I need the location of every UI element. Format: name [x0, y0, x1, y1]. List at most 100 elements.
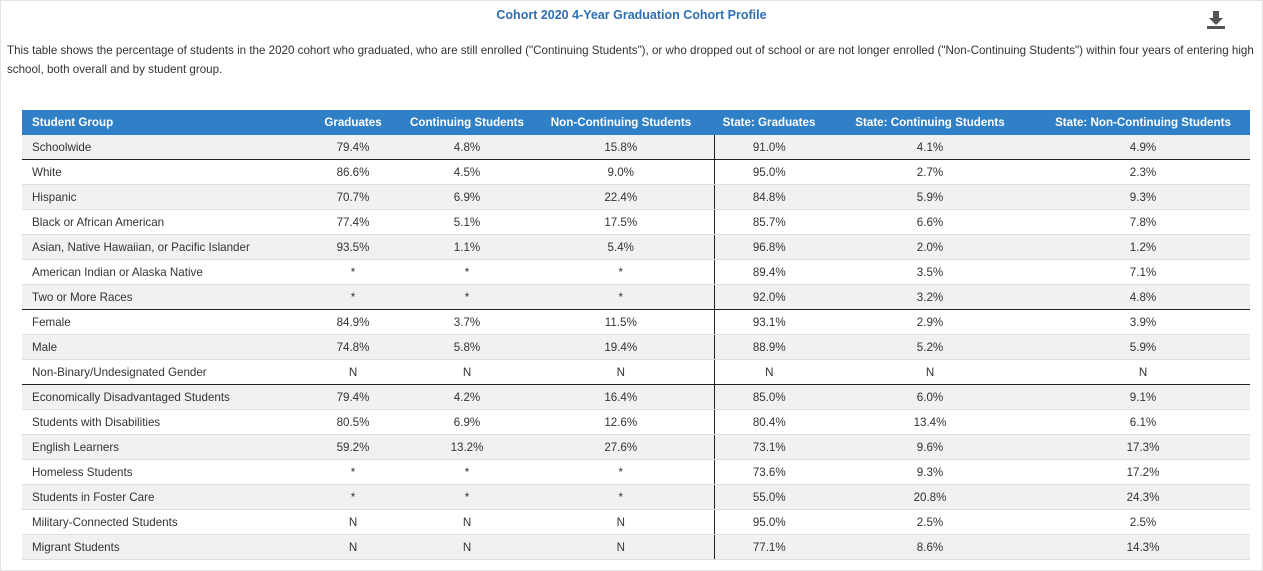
column-header: Student Group — [22, 110, 300, 135]
value-cell: 1.1% — [406, 234, 528, 260]
value-cell: 92.0% — [713, 284, 824, 310]
group-cell: Black or African American — [22, 209, 300, 235]
table-row: Male 74.8% 5.8% 19.4% 88.9% 5.2% 5.9% — [22, 334, 1250, 360]
value-cell: N — [713, 359, 824, 385]
value-cell: 3.5% — [824, 259, 1036, 285]
value-cell: 2.9% — [824, 309, 1036, 335]
value-cell: 4.8% — [1036, 284, 1250, 310]
value-cell: N — [824, 359, 1036, 385]
group-cell: Military-Connected Students — [22, 509, 300, 535]
value-cell: 4.9% — [1036, 135, 1250, 160]
value-cell: 4.5% — [406, 159, 528, 185]
value-cell: 24.3% — [1036, 484, 1250, 510]
table-row: Non-Binary/Undesignated Gender N N N N N N — [22, 359, 1250, 385]
download-icon[interactable] — [1206, 10, 1226, 30]
table-row: Military-Connected Students N N N 95.0% 2.5% 2… — [22, 509, 1250, 535]
value-cell: 19.4% — [528, 334, 714, 360]
value-cell: 2.0% — [824, 234, 1036, 260]
value-cell: 80.5% — [300, 409, 406, 435]
value-cell: 5.9% — [824, 184, 1036, 210]
value-cell: 4.8% — [406, 135, 528, 160]
table-body: Schoolwide 79.4% 4.8% 15.8% 91.0% 4.1% 4.9% Whi… — [22, 135, 1250, 560]
table-row: Homeless Students * * * 73.6% 9.3% 17.2% — [22, 459, 1250, 485]
value-cell: 5.2% — [824, 334, 1036, 360]
value-cell: * — [406, 259, 528, 285]
value-cell: 3.2% — [824, 284, 1036, 310]
value-cell: 6.9% — [406, 409, 528, 435]
value-cell: 12.6% — [528, 409, 714, 435]
value-cell: 55.0% — [713, 484, 824, 510]
group-cell: Male — [22, 334, 300, 360]
value-cell: 9.3% — [824, 459, 1036, 485]
value-cell: N — [528, 359, 714, 385]
value-cell: * — [300, 459, 406, 485]
value-cell: 5.8% — [406, 334, 528, 360]
group-cell: Non-Binary/Undesignated Gender — [22, 359, 300, 385]
value-cell: 13.4% — [824, 409, 1036, 435]
value-cell: 95.0% — [713, 509, 824, 535]
value-cell: N — [528, 509, 714, 535]
value-cell: N — [300, 509, 406, 535]
value-cell: 2.7% — [824, 159, 1036, 185]
value-cell: * — [300, 259, 406, 285]
value-cell: 84.9% — [300, 309, 406, 335]
group-cell: Asian, Native Hawaiian, or Pacific Islan… — [22, 234, 300, 260]
value-cell: 9.1% — [1036, 384, 1250, 410]
value-cell: 91.0% — [713, 135, 824, 160]
value-cell: 17.3% — [1036, 434, 1250, 460]
value-cell: 84.8% — [713, 184, 824, 210]
table-row: Migrant Students N N N 77.1% 8.6% 14.3% — [22, 534, 1250, 560]
value-cell: 5.9% — [1036, 334, 1250, 360]
value-cell: N — [300, 534, 406, 560]
value-cell: 4.2% — [406, 384, 528, 410]
value-cell: N — [406, 534, 528, 560]
column-header: State: Continuing Students — [824, 110, 1036, 135]
group-cell: White — [22, 159, 300, 185]
value-cell: 27.6% — [528, 434, 714, 460]
value-cell: 74.8% — [300, 334, 406, 360]
value-cell: 2.3% — [1036, 159, 1250, 185]
group-cell: Female — [22, 309, 300, 335]
value-cell: * — [406, 459, 528, 485]
value-cell: 1.2% — [1036, 234, 1250, 260]
value-cell: 88.9% — [713, 334, 824, 360]
value-cell: 95.0% — [713, 159, 824, 185]
value-cell: 2.5% — [824, 509, 1036, 535]
value-cell: * — [528, 259, 714, 285]
group-cell: English Learners — [22, 434, 300, 460]
value-cell: * — [300, 284, 406, 310]
table-row: Female 84.9% 3.7% 11.5% 93.1% 2.9% 3.9% — [22, 309, 1250, 335]
value-cell: N — [406, 359, 528, 385]
value-cell: N — [406, 509, 528, 535]
column-header: State: Graduates — [714, 110, 824, 135]
group-cell: Schoolwide — [22, 135, 300, 160]
value-cell: 15.8% — [528, 135, 714, 160]
value-cell: 70.7% — [300, 184, 406, 210]
value-cell: 85.0% — [713, 384, 824, 410]
cohort-table: Student Group Graduates Continuing Student… — [22, 110, 1250, 560]
value-cell: 3.9% — [1036, 309, 1250, 335]
value-cell: N — [300, 359, 406, 385]
value-cell: 93.1% — [713, 309, 824, 335]
group-cell: Two or More Races — [22, 284, 300, 310]
column-header: Graduates — [300, 110, 406, 135]
group-cell: Economically Disadvantaged Students — [22, 384, 300, 410]
table-row: Schoolwide 79.4% 4.8% 15.8% 91.0% 4.1% 4.9% — [22, 135, 1250, 160]
value-cell: 2.5% — [1036, 509, 1250, 535]
title: Cohort 2020 4-Year Graduation Cohort Pro… — [496, 8, 767, 22]
value-cell: * — [300, 484, 406, 510]
value-cell: 17.5% — [528, 209, 714, 235]
value-cell: 8.6% — [824, 534, 1036, 560]
table-row: Students in Foster Care * * * 55.0% 20.8% 24.3… — [22, 484, 1250, 510]
value-cell: 14.3% — [1036, 534, 1250, 560]
table-row: Hispanic 70.7% 6.9% 22.4% 84.8% 5.9% 9.3% — [22, 184, 1250, 210]
value-cell: N — [528, 534, 714, 560]
value-cell: 86.6% — [300, 159, 406, 185]
value-cell: 20.8% — [824, 484, 1036, 510]
column-header: Non-Continuing Students — [528, 110, 714, 135]
value-cell: 96.8% — [713, 234, 824, 260]
value-cell: 9.6% — [824, 434, 1036, 460]
table-row: Students with Disabilities 80.5% 6.9% 12.6%… — [22, 409, 1250, 435]
table-row: White 86.6% 4.5% 9.0% 95.0% 2.7% 2.3% — [22, 159, 1250, 185]
value-cell: 16.4% — [528, 384, 714, 410]
